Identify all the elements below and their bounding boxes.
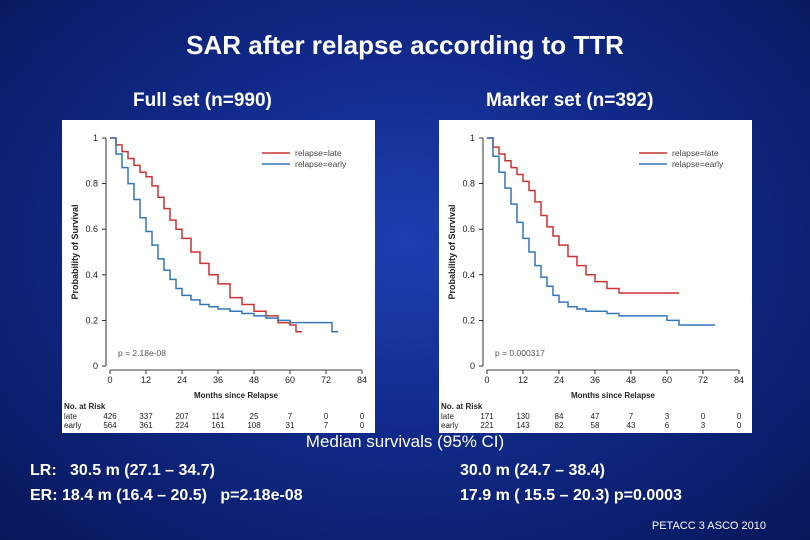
c1-y-tick-label: 0.8 bbox=[462, 179, 475, 189]
c1-risk-cell: 7 bbox=[629, 412, 634, 421]
c1-risk-cell: 0 bbox=[737, 412, 742, 421]
c0-risk-cell: 7 bbox=[288, 412, 293, 421]
c0-series-relapse-early bbox=[110, 137, 338, 333]
c1-risk-cell: 0 bbox=[701, 412, 706, 421]
right-er-stat: 17.9 m ( 15.5 – 20.3) p=0.0003 bbox=[460, 487, 682, 504]
c0-y-tick-label: 0.4 bbox=[85, 270, 98, 280]
c0-risk-cell: 0 bbox=[360, 421, 365, 430]
c0-risk-cell: 25 bbox=[250, 412, 259, 421]
c0-risk-row-label: early bbox=[64, 421, 81, 430]
c1-x-tick-label: 12 bbox=[518, 375, 528, 385]
c0-risk-cell: 0 bbox=[360, 412, 365, 421]
c1-risk-row-label: early bbox=[441, 421, 458, 430]
c1-risk-cell: 82 bbox=[555, 421, 564, 430]
slide-title: SAR after relapse according to TTR bbox=[186, 30, 624, 60]
left-km-panel: 0 0.2 0.4 0.6 0.8 1 0 12 24 36 48 60 72 84 Months sinc… bbox=[62, 120, 375, 433]
c1-y-tick-label: 1 bbox=[470, 133, 475, 143]
c1-x-tick-label: 84 bbox=[734, 375, 744, 385]
c0-x-tick-label: 84 bbox=[357, 375, 367, 385]
c1-y-tick-label: 0 bbox=[470, 361, 475, 371]
c0-risk-cell: 224 bbox=[175, 421, 189, 430]
c1-y-axis-label: Probability of Survival bbox=[447, 204, 457, 299]
c1-risk-cell: 47 bbox=[591, 412, 600, 421]
c0-x-tick-label: 60 bbox=[285, 375, 295, 385]
c1-risk-cell: 221 bbox=[480, 421, 494, 430]
c0-x-axis-label: Months since Relapse bbox=[194, 391, 279, 400]
c0-legend-label: relapse=early bbox=[295, 159, 347, 169]
left-er-stat: ER: 18.4 m (16.4 – 20.5) p=2.18e-08 bbox=[30, 487, 303, 504]
footer-citation: PETACC 3 ASCO 2010 bbox=[651, 520, 766, 532]
c0-y-tick-label: 0.8 bbox=[85, 179, 98, 189]
c0-risk-cell: 0 bbox=[324, 412, 329, 421]
c1-risk-cell: 3 bbox=[701, 421, 706, 430]
c1-y-tick-label: 0.4 bbox=[462, 270, 475, 280]
c0-risk-cell: 114 bbox=[212, 412, 225, 421]
c0-risk-cell: 361 bbox=[139, 421, 153, 430]
median-survivals-heading: Median survivals (95% CI) bbox=[305, 432, 505, 451]
c1-x-tick-label: 36 bbox=[590, 375, 600, 385]
c0-y-tick-label: 1 bbox=[93, 133, 98, 143]
left-km-chart: 0 0.2 0.4 0.6 0.8 1 0 12 24 36 48 60 72 84 Months sinc… bbox=[64, 133, 367, 430]
left-panel-subtitle: Full set (n=990) bbox=[133, 90, 272, 111]
c0-risk-row-label: late bbox=[64, 412, 77, 421]
c0-risk-cell: 564 bbox=[103, 421, 117, 430]
c0-x-tick-label: 36 bbox=[213, 375, 223, 385]
c0-x-tick-label: 12 bbox=[141, 375, 151, 385]
c1-p-value: p = 0.000317 bbox=[495, 348, 545, 358]
c1-series-relapse-early bbox=[487, 137, 715, 326]
c0-risk-cell: 108 bbox=[247, 421, 261, 430]
c1-risk-row-label: late bbox=[441, 412, 454, 421]
c0-risk-table-title: No. at Risk bbox=[64, 402, 106, 411]
c1-x-tick-label: 48 bbox=[626, 375, 636, 385]
c1-risk-table-title: No. at Risk bbox=[441, 402, 483, 411]
c1-risk-cell: 3 bbox=[665, 412, 670, 421]
c0-risk-cell: 337 bbox=[139, 412, 153, 421]
right-panel-subtitle: Marker set (n=392) bbox=[486, 90, 654, 111]
c1-risk-cell: 43 bbox=[627, 421, 636, 430]
c1-x-tick-label: 72 bbox=[698, 375, 708, 385]
c1-risk-cell: 171 bbox=[480, 412, 494, 421]
c1-risk-cell: 143 bbox=[516, 421, 530, 430]
c1-x-axis-label: Months since Relapse bbox=[571, 391, 656, 400]
c1-risk-cell: 0 bbox=[737, 421, 742, 430]
c0-y-tick-label: 0.6 bbox=[85, 224, 98, 234]
c0-p-value: p = 2.18e-08 bbox=[118, 348, 166, 358]
c1-legend-label: relapse=late bbox=[672, 148, 719, 158]
c1-series-relapse-late bbox=[487, 137, 679, 294]
c0-legend-label: relapse=late bbox=[295, 148, 342, 158]
c0-risk-cell: 207 bbox=[175, 412, 189, 421]
c1-y-tick-label: 0.6 bbox=[462, 224, 475, 234]
c0-risk-cell: 7 bbox=[324, 421, 329, 430]
c0-risk-cell: 31 bbox=[286, 421, 295, 430]
c1-legend-label: relapse=early bbox=[672, 159, 724, 169]
left-lr-stat: LR: 30.5 m (27.1 – 34.7) bbox=[30, 462, 215, 479]
c0-risk-cell: 161 bbox=[211, 421, 225, 430]
c0-x-tick-label: 72 bbox=[321, 375, 331, 385]
c1-x-tick-label: 24 bbox=[554, 375, 564, 385]
c1-risk-cell: 6 bbox=[665, 421, 670, 430]
right-lr-stat: 30.0 m (24.7 – 38.4) bbox=[460, 462, 605, 479]
c0-series-relapse-late bbox=[110, 137, 302, 333]
c0-y-tick-label: 0.2 bbox=[85, 315, 98, 325]
c1-risk-cell: 130 bbox=[516, 412, 530, 421]
c0-y-tick-label: 0 bbox=[93, 361, 98, 371]
c1-risk-cell: 84 bbox=[555, 412, 564, 421]
c1-risk-cell: 58 bbox=[591, 421, 600, 430]
c0-x-tick-label: 48 bbox=[249, 375, 259, 385]
c0-y-axis-label: Probability of Survival bbox=[70, 204, 80, 299]
c0-x-tick-label: 0 bbox=[107, 375, 112, 385]
c0-risk-cell: 426 bbox=[103, 412, 117, 421]
right-km-panel: 0 0.2 0.4 0.6 0.8 1 0 12 24 36 48 60 72 84 Months sinc… bbox=[439, 120, 752, 433]
c0-x-tick-label: 24 bbox=[177, 375, 187, 385]
c1-x-tick-label: 0 bbox=[484, 375, 489, 385]
c1-y-tick-label: 0.2 bbox=[462, 315, 475, 325]
c1-x-tick-label: 60 bbox=[662, 375, 672, 385]
